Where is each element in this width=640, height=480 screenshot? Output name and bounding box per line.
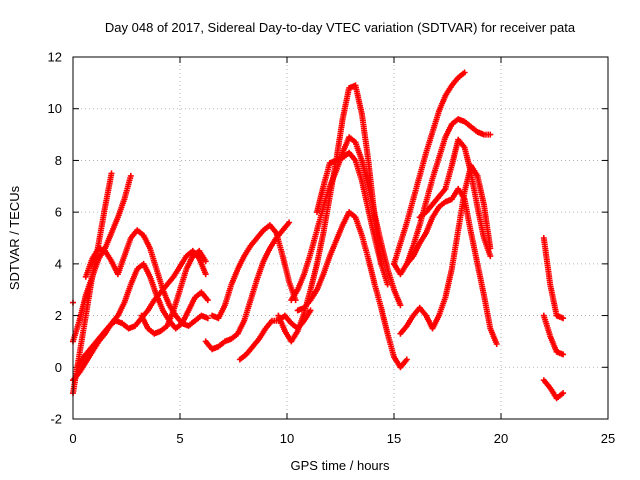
data-marker-arc-15 xyxy=(391,69,468,267)
y-tick-label: 10 xyxy=(48,101,62,116)
series-arc-19 xyxy=(540,235,567,322)
data-marker-arc-18 xyxy=(416,136,494,260)
gridlines xyxy=(73,57,608,419)
y-tick-label: -2 xyxy=(50,412,62,427)
series-arc-13 xyxy=(314,149,391,288)
series-arc-17 xyxy=(403,185,500,347)
x-tick-label: 0 xyxy=(69,431,76,446)
y-tick-label: 4 xyxy=(55,256,62,271)
x-tick-label: 5 xyxy=(176,431,183,446)
series-arc-21 xyxy=(540,377,567,402)
plot-frame xyxy=(72,56,609,420)
y-tick-label: 0 xyxy=(55,360,62,375)
x-tick-label: 10 xyxy=(280,431,294,446)
chart-title: Day 048 of 2017, Sidereal Day-to-day VTE… xyxy=(105,20,576,35)
series-arc-16 xyxy=(397,162,494,337)
x-tick-label: 25 xyxy=(601,431,615,446)
y-tick-label: 12 xyxy=(48,50,62,65)
data-marker-arc-8 xyxy=(209,222,299,322)
data-marker-arc-17 xyxy=(403,185,500,347)
data-marker-arc-19 xyxy=(540,235,567,322)
y-tick-labels: -2 0 2 4 6 8 10 12 xyxy=(48,50,62,427)
data-markers xyxy=(70,69,567,402)
series-arc-4 xyxy=(82,227,211,329)
data-marker-arc-12 xyxy=(294,209,410,371)
data-marker-arc-13 xyxy=(314,149,391,288)
x-axis-label: GPS time / hours xyxy=(291,458,390,473)
series-arc-8 xyxy=(209,222,299,322)
series-arc-12 xyxy=(294,209,410,371)
series-arc-20 xyxy=(540,312,567,358)
y-axis-label: SDTVAR / TECUs xyxy=(7,185,22,290)
data-marker-arc-11 xyxy=(288,134,404,309)
x-tick-label: 15 xyxy=(387,431,401,446)
data-marker-arc-21 xyxy=(540,377,567,402)
data-marker-arc-4 xyxy=(82,227,211,329)
y-tick-label: 6 xyxy=(55,205,62,220)
data-marker-arc-20 xyxy=(540,312,567,358)
data-marker-arc-6 xyxy=(138,247,209,337)
series-arc-18 xyxy=(416,136,494,260)
data-marker-arc-16 xyxy=(397,162,494,337)
y-tick-label: 8 xyxy=(55,153,62,168)
x-tick-label: 20 xyxy=(494,431,508,446)
x-tick-labels: 0 5 10 15 20 25 xyxy=(69,431,615,446)
series-arc-6 xyxy=(138,247,209,337)
y-tick-label: 2 xyxy=(55,308,62,323)
series-arc-11 xyxy=(288,134,404,309)
series-arc-15 xyxy=(391,69,468,267)
